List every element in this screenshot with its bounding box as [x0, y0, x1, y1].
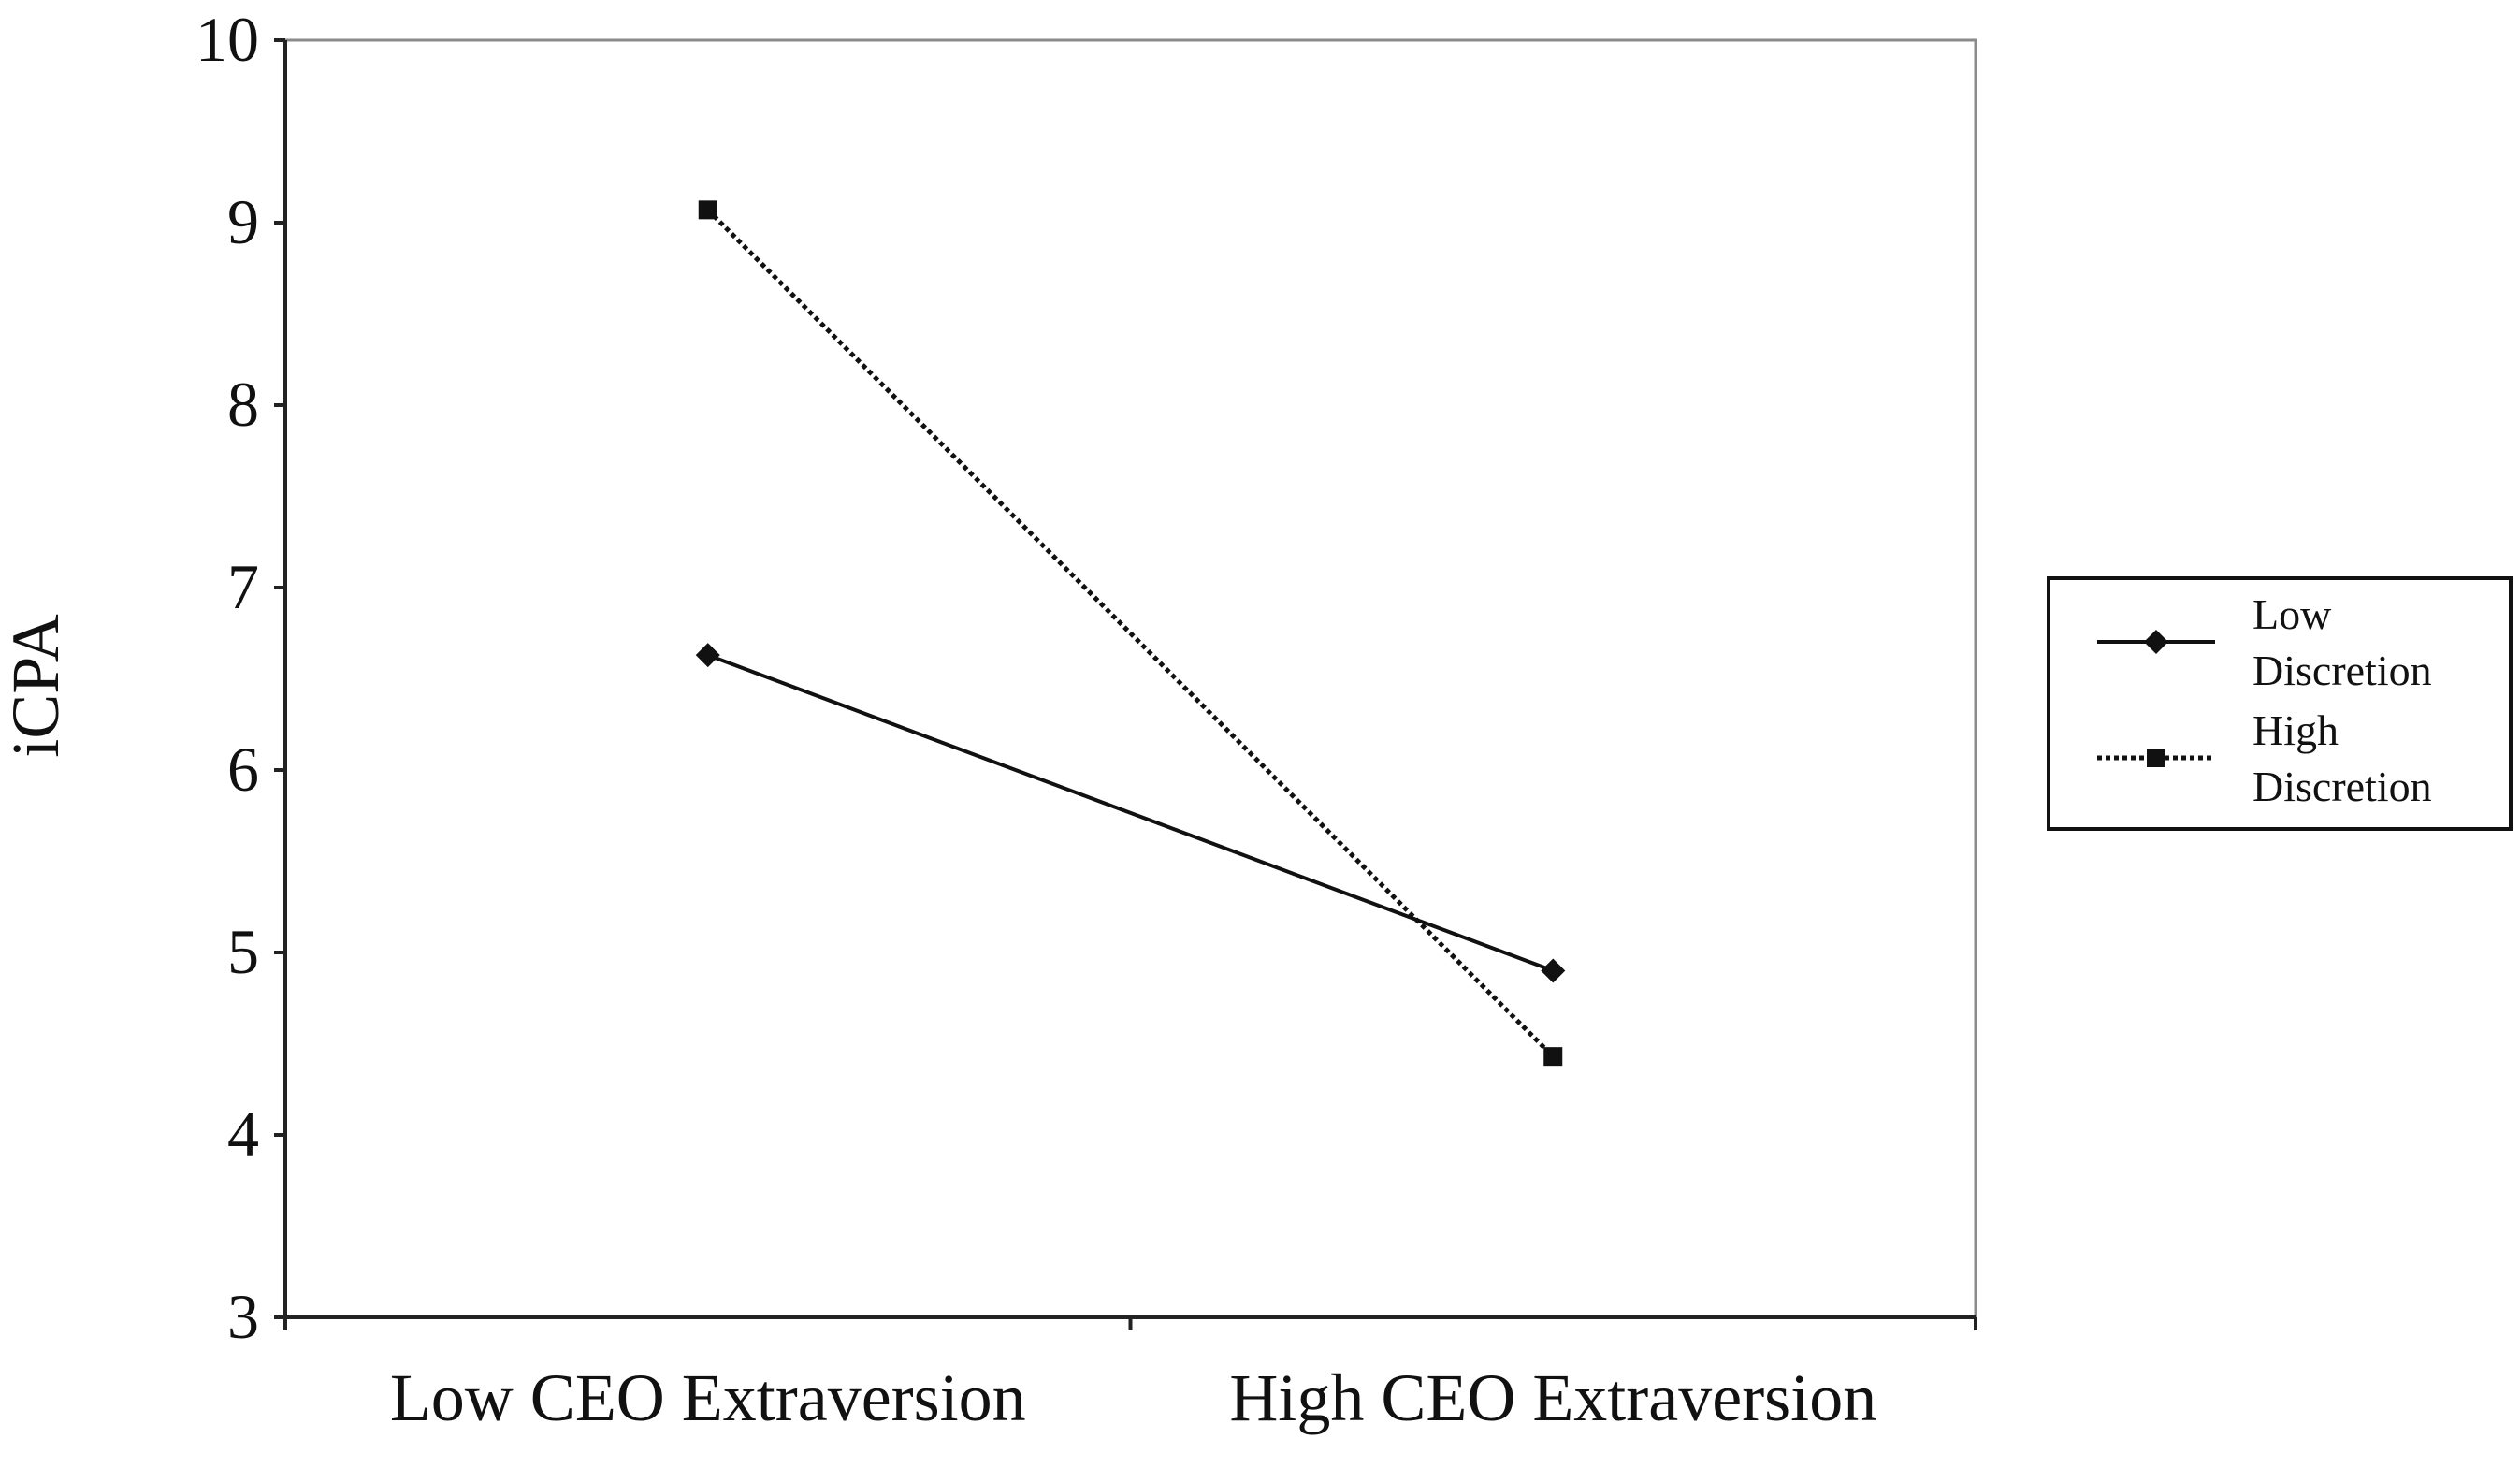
- series-layer: [695, 200, 1566, 1067]
- series-line: [707, 653, 1554, 973]
- y-axis: 3 4 5 6 7 8 9 10: [196, 4, 287, 1352]
- legend-box: [2047, 576, 2513, 831]
- y-tick-label: 6: [227, 734, 259, 805]
- legend: Low Discretion High Discretion: [2047, 576, 2513, 831]
- y-tick-label: 4: [227, 1098, 259, 1170]
- x-tick-label: Low CEO Extraversion: [390, 1360, 1026, 1435]
- y-tick-label: 10: [196, 4, 259, 75]
- legend-label: High: [2252, 706, 2339, 754]
- y-axis-label: iCPA: [0, 614, 73, 757]
- data-point-marker: [1543, 1047, 1563, 1067]
- data-point-marker: [695, 643, 720, 668]
- legend-marker-symbol: [2147, 749, 2165, 767]
- legend-entry: High Discretion: [2097, 706, 2432, 810]
- y-tick-label: 5: [227, 916, 259, 987]
- x-tick-label: High CEO Extraversion: [1229, 1360, 1876, 1435]
- y-tick-label: 7: [227, 551, 259, 622]
- y-tick-label: 8: [227, 369, 259, 440]
- series-line: [705, 208, 1556, 1058]
- legend-label: Discretion: [2252, 763, 2432, 810]
- series-high-discretion: [698, 200, 1563, 1067]
- y-tick-label: 9: [227, 186, 259, 257]
- data-point-marker: [1541, 958, 1566, 983]
- legend-label: Low: [2252, 590, 2332, 638]
- x-axis: Low CEO Extraversion High CEO Extraversio…: [283, 1315, 1977, 1435]
- series-low-discretion: [695, 643, 1566, 983]
- y-tick-label: 3: [227, 1281, 259, 1352]
- data-point-marker: [698, 200, 717, 220]
- legend-label: Discretion: [2252, 647, 2432, 694]
- legend-marker-symbol: [2144, 630, 2168, 654]
- legend-entry: Low Discretion: [2097, 590, 2432, 694]
